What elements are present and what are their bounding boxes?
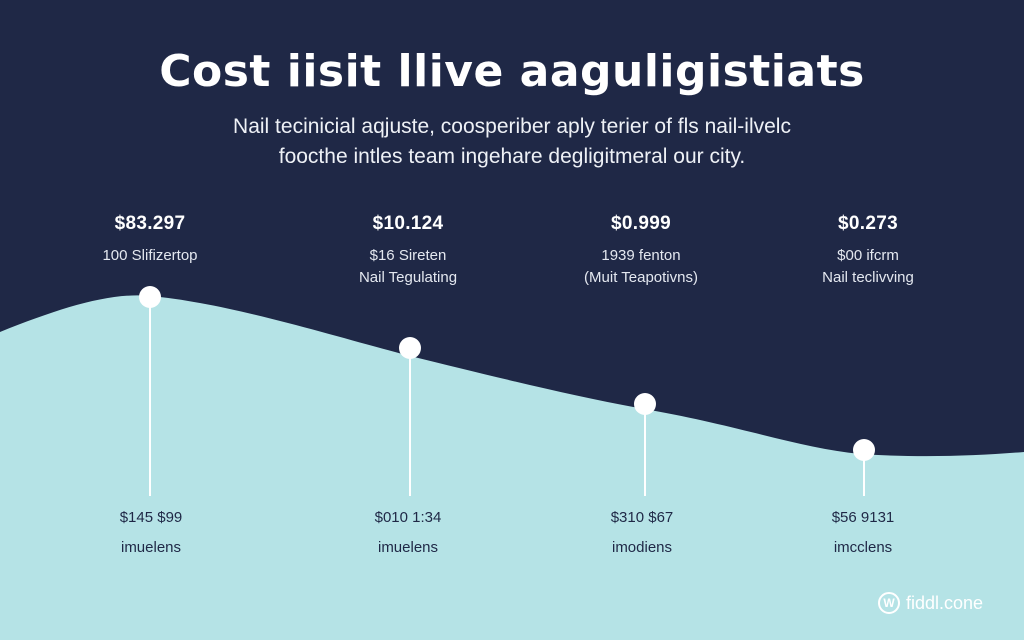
- bottom-price: $310 $67: [610, 509, 674, 526]
- subtitle-line-1: Nail tecinicial aqjuste, coosperiber apl…: [233, 115, 791, 138]
- top-caption-line-1: 1939 fenton: [601, 247, 681, 264]
- top-label-4: $0.273 $00 ifcrm Nail teclivving: [758, 213, 978, 289]
- top-price: $10.124: [372, 213, 444, 234]
- page-subtitle: Nail tecinicial aqjuste, coosperiber apl…: [162, 112, 862, 172]
- top-price: $0.273: [838, 213, 898, 234]
- brand-logo: W fiddl.cone: [878, 590, 983, 616]
- top-caption-line-2: (Muit Teapotivns): [584, 269, 698, 286]
- wave-area: [0, 295, 1024, 640]
- top-label-3: $0.999 1939 fenton (Muit Teapotivns): [531, 213, 751, 289]
- bottom-label-1: $145 $99 imuelens: [51, 508, 251, 558]
- marker-dot-4: [853, 439, 875, 461]
- top-caption-line-1: $00 ifcrm: [837, 247, 899, 264]
- marker-dot-1: [139, 286, 161, 308]
- page-title: Cost iisit llive aaguligistiats: [159, 46, 865, 97]
- brand-name: fiddl.cone: [906, 592, 984, 613]
- top-caption-line-1: $16 Sireten: [369, 247, 447, 264]
- bottom-price: $010 1:34: [374, 509, 442, 526]
- bottom-caption: imcclens: [833, 539, 893, 556]
- bottom-label-4: $56 9131 imcclens: [763, 508, 963, 558]
- marker-dot-2: [399, 337, 421, 359]
- top-label-1: $83.297 100 Slifizertop: [40, 213, 260, 267]
- bottom-caption: imuelens: [120, 539, 182, 556]
- bottom-label-2: $010 1:34 imuelens: [308, 508, 508, 558]
- subtitle-line-2: foocthe intles team ingehare degligitmer…: [278, 145, 746, 168]
- top-caption-line-1: 100 Slifizertop: [102, 247, 198, 264]
- top-caption-line-2: Nail teclivving: [822, 269, 914, 286]
- bottom-caption: imodiens: [611, 539, 673, 556]
- marker-dot-3: [634, 393, 656, 415]
- bottom-price: $145 $99: [119, 509, 183, 526]
- top-label-2: $10.124 $16 Sireten Nail Tegulating: [298, 213, 518, 289]
- bottom-label-3: $310 $67 imodiens: [542, 508, 742, 558]
- top-price: $0.999: [611, 213, 671, 234]
- fiddl-logo-icon: W: [878, 592, 900, 614]
- top-price: $83.297: [114, 213, 186, 234]
- bottom-caption: imuelens: [377, 539, 439, 556]
- top-caption-line-2: Nail Tegulating: [358, 269, 458, 286]
- bottom-price: $56 9131: [831, 509, 895, 526]
